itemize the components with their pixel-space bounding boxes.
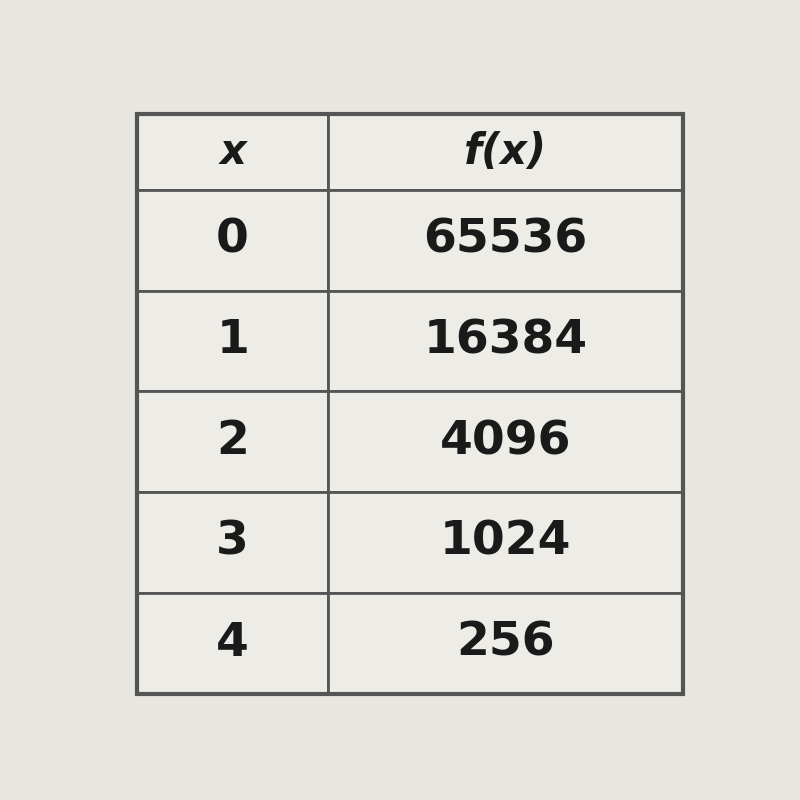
- Bar: [138, 190, 328, 290]
- Text: 16384: 16384: [423, 318, 587, 363]
- Text: x: x: [219, 131, 246, 173]
- Text: 256: 256: [456, 621, 554, 666]
- Bar: [328, 391, 682, 492]
- Bar: [138, 492, 328, 593]
- Bar: [138, 593, 328, 694]
- Text: 4: 4: [216, 621, 249, 666]
- Bar: [138, 290, 328, 391]
- Bar: [138, 114, 328, 190]
- Text: 4096: 4096: [440, 419, 571, 464]
- Text: 1: 1: [216, 318, 249, 363]
- Text: f(x): f(x): [464, 131, 547, 173]
- Bar: [328, 114, 682, 190]
- Text: 0: 0: [216, 218, 249, 262]
- Text: 2: 2: [216, 419, 249, 464]
- Text: 65536: 65536: [423, 218, 588, 262]
- Bar: [328, 492, 682, 593]
- Bar: [138, 114, 682, 694]
- Bar: [328, 593, 682, 694]
- Bar: [328, 190, 682, 290]
- Bar: [138, 391, 328, 492]
- Bar: [328, 290, 682, 391]
- Text: 3: 3: [216, 520, 249, 565]
- Text: 1024: 1024: [440, 520, 571, 565]
